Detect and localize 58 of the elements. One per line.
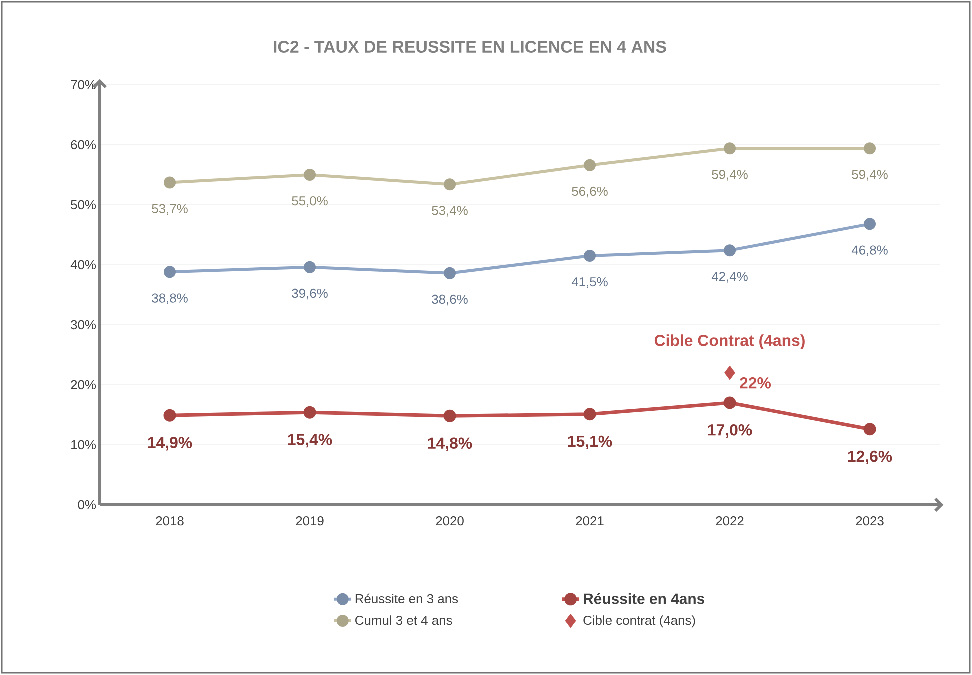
point [584, 408, 596, 421]
legend-label: Réussite en 4ans [584, 593, 704, 604]
data-label: 41,5% [572, 278, 608, 288]
x-tick-label: 2021 [576, 516, 604, 526]
data-label: 15,1% [568, 436, 612, 450]
chart-title: IC2 - TAUX DE REUSSITE EN LICENCE EN 4 ANS [274, 40, 666, 53]
x-tick-label: 2023 [856, 516, 884, 526]
point [584, 250, 596, 262]
point [584, 159, 596, 172]
data-label: 22% [740, 378, 772, 389]
y-tick-label: 0% [78, 500, 96, 510]
data-label: 38,6% [432, 294, 468, 306]
data-label: 12,6% [848, 450, 892, 465]
legend-label: Réussite en 3 ans [356, 594, 458, 604]
data-label: 55,0% [292, 196, 328, 208]
point [444, 410, 456, 422]
point [164, 266, 176, 278]
y-tick-label: 40% [70, 260, 96, 270]
data-label: 14,9% [148, 437, 192, 451]
data-label: 17,0% [708, 424, 752, 438]
data-label: 14,8% [428, 438, 472, 452]
point [864, 142, 876, 155]
point [444, 267, 456, 280]
data-label: 15,4% [288, 434, 332, 448]
data-label: 56,6% [572, 186, 608, 198]
legend-label: Cumul 3 et 4 ans [356, 616, 452, 626]
data-label: 38,8% [152, 294, 188, 304]
data-label: 59,4% [852, 170, 888, 181]
annotation: Cible Contrat (4ans) [654, 334, 805, 350]
data-label: 46,8% [852, 246, 888, 256]
y-tick-label: 60% [71, 140, 96, 150]
legend-label: Cible contrat (4ans) [584, 616, 696, 628]
point [304, 406, 316, 419]
y-tick-label: 20% [71, 380, 96, 390]
data-label: 53,7% [152, 204, 188, 216]
point [724, 142, 736, 155]
x-tick-label: 2019 [296, 516, 324, 526]
point [724, 366, 736, 380]
x-tick-label: 2022 [716, 516, 744, 526]
point [724, 244, 736, 257]
y-tick-label: 50% [71, 200, 96, 210]
point [864, 423, 876, 436]
point [164, 176, 176, 189]
data-label: 59,4% [712, 170, 748, 181]
point [444, 178, 456, 191]
data-label: 42,4% [712, 272, 748, 283]
x-tick-label: 2020 [436, 516, 464, 526]
point [304, 168, 316, 181]
y-tick-label: 70% [71, 80, 96, 90]
point [864, 218, 876, 230]
y-tick-label: 10% [72, 440, 96, 450]
point [304, 261, 316, 274]
x-tick-label: 2018 [156, 516, 184, 526]
point [164, 409, 176, 422]
point [724, 396, 736, 410]
y-tick-label: 30% [71, 320, 96, 330]
data-label: 53,4% [432, 206, 468, 217]
data-label: 39,6% [292, 288, 328, 300]
